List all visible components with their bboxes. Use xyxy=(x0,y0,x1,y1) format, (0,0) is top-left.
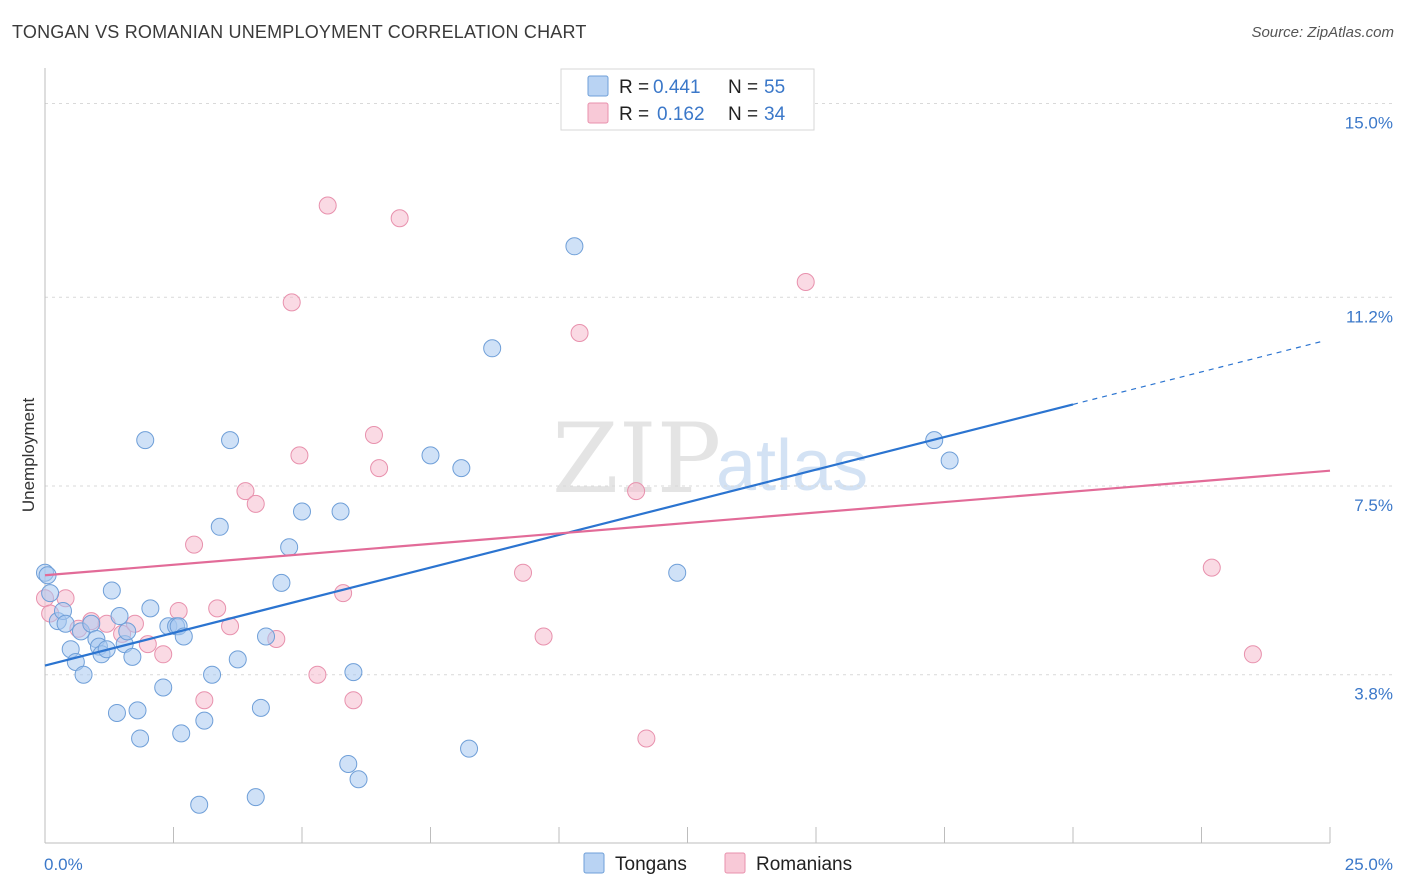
tongan-point xyxy=(280,538,299,557)
x-tick-labels: 0.0% 25.0% xyxy=(44,855,1393,874)
romanian-point xyxy=(1202,558,1221,577)
gridlines xyxy=(45,103,1392,676)
romanian-point xyxy=(364,426,383,444)
romanian-point xyxy=(282,293,301,312)
tongan-point xyxy=(668,563,687,582)
bottom-legend-label-romanians: Romanians xyxy=(756,854,852,875)
legend-r-label-tongans: R = xyxy=(619,77,649,98)
tongan-point xyxy=(118,622,137,641)
watermark: ZIP atlas xyxy=(552,403,868,515)
romanian-point xyxy=(390,209,409,228)
legend-swatch-romanians xyxy=(587,102,609,124)
romanian-point xyxy=(570,324,589,342)
axes xyxy=(44,68,1331,844)
romanian-point xyxy=(796,273,815,291)
x-tick-label: 25.0% xyxy=(1345,855,1393,874)
tongan-point xyxy=(195,711,214,730)
romanian-point xyxy=(308,665,327,684)
tongan-point xyxy=(293,502,311,521)
romanian-point xyxy=(370,459,389,478)
source-label: Source: ZipAtlas.com xyxy=(1251,24,1394,41)
legend-r-value-romanians: 0.162 xyxy=(657,104,705,125)
tongan-point xyxy=(565,237,584,256)
bottom-legend-swatch-tongans xyxy=(583,852,605,874)
romanian-point xyxy=(290,446,309,465)
tongan-point xyxy=(452,459,471,478)
tongan-point xyxy=(128,701,147,720)
series-legend: Tongans Romanians xyxy=(583,852,852,875)
y-axis-label: Unemployment xyxy=(19,398,38,513)
tongan-point xyxy=(56,614,75,633)
tongan-point xyxy=(102,581,121,600)
x-tick-label: 0.0% xyxy=(44,855,83,874)
tongan-point xyxy=(141,599,160,618)
tongan-point xyxy=(251,698,270,717)
romanian-point xyxy=(236,482,255,501)
tongan-point xyxy=(190,795,209,814)
legend-n-value-tongans: 55 xyxy=(764,77,785,98)
tongan-point xyxy=(344,663,363,682)
tongans-trend-extension xyxy=(1072,340,1326,405)
romanian-point xyxy=(154,645,173,664)
tongan-point xyxy=(154,678,173,697)
tongan-point xyxy=(349,770,368,789)
romanian-point xyxy=(195,691,214,710)
tongan-point xyxy=(172,724,191,743)
chart-title: TONGAN VS ROMANIAN UNEMPLOYMENT CORRELAT… xyxy=(12,22,587,42)
tongan-point xyxy=(460,739,479,758)
romanian-point xyxy=(637,729,656,748)
romanian-point xyxy=(1243,645,1262,664)
legend-n-label-romanians: N = xyxy=(728,104,758,125)
trend-lines xyxy=(44,340,1331,667)
y-tick-labels: 3.8% 7.5% 11.2% 15.0% xyxy=(1345,114,1393,704)
tongan-point xyxy=(41,584,60,603)
romanian-point xyxy=(169,601,188,620)
tongan-point xyxy=(257,627,276,646)
legend-n-label-tongans: N = xyxy=(728,77,758,98)
y-tick-label: 7.5% xyxy=(1354,496,1393,515)
correlation-legend: R = 0.441 N = 55 R = 0.162 N = 34 xyxy=(560,68,815,131)
tongan-point xyxy=(110,607,129,626)
romanian-point xyxy=(246,494,265,513)
tongan-point xyxy=(228,650,247,669)
romanian-point xyxy=(208,599,227,618)
legend-swatch-tongans xyxy=(587,75,609,97)
watermark-atlas: atlas xyxy=(716,426,868,506)
romanian-point xyxy=(514,563,533,582)
tongan-point xyxy=(123,647,142,666)
bottom-legend-label-tongans: Tongans xyxy=(615,854,687,875)
tongan-point xyxy=(483,339,502,358)
romanian-point xyxy=(627,482,646,501)
tongan-point xyxy=(331,502,350,521)
romanian-point xyxy=(344,691,363,710)
romanians-points xyxy=(36,196,1262,748)
tongan-point xyxy=(421,446,440,465)
y-tick-label: 11.2% xyxy=(1346,307,1393,326)
tongan-point xyxy=(131,729,150,748)
tongan-point xyxy=(339,754,358,773)
legend-n-value-romanians: 34 xyxy=(764,104,786,125)
romanian-point xyxy=(185,535,204,554)
tongan-point xyxy=(107,703,126,722)
tongan-point xyxy=(74,665,93,684)
tongan-point xyxy=(203,665,222,684)
tongan-point xyxy=(940,451,959,470)
tongan-point xyxy=(210,517,229,536)
tongan-point xyxy=(272,573,291,592)
tongan-point xyxy=(246,788,265,807)
y-tick-label: 3.8% xyxy=(1354,685,1393,704)
romanians-trend-line xyxy=(44,469,1331,577)
romanian-point xyxy=(318,196,337,215)
romanian-point xyxy=(534,627,553,646)
tongan-point xyxy=(136,431,155,450)
tongans-trend-line xyxy=(44,403,1074,667)
y-tick-label: 15.0% xyxy=(1345,114,1393,133)
legend-r-label-romanians: R = xyxy=(619,104,649,125)
tongan-point xyxy=(221,431,240,450)
bottom-legend-swatch-romanians xyxy=(724,852,746,874)
tongan-point xyxy=(82,614,101,633)
tongans-points xyxy=(36,237,959,814)
legend-r-value-tongans: 0.441 xyxy=(653,77,701,98)
